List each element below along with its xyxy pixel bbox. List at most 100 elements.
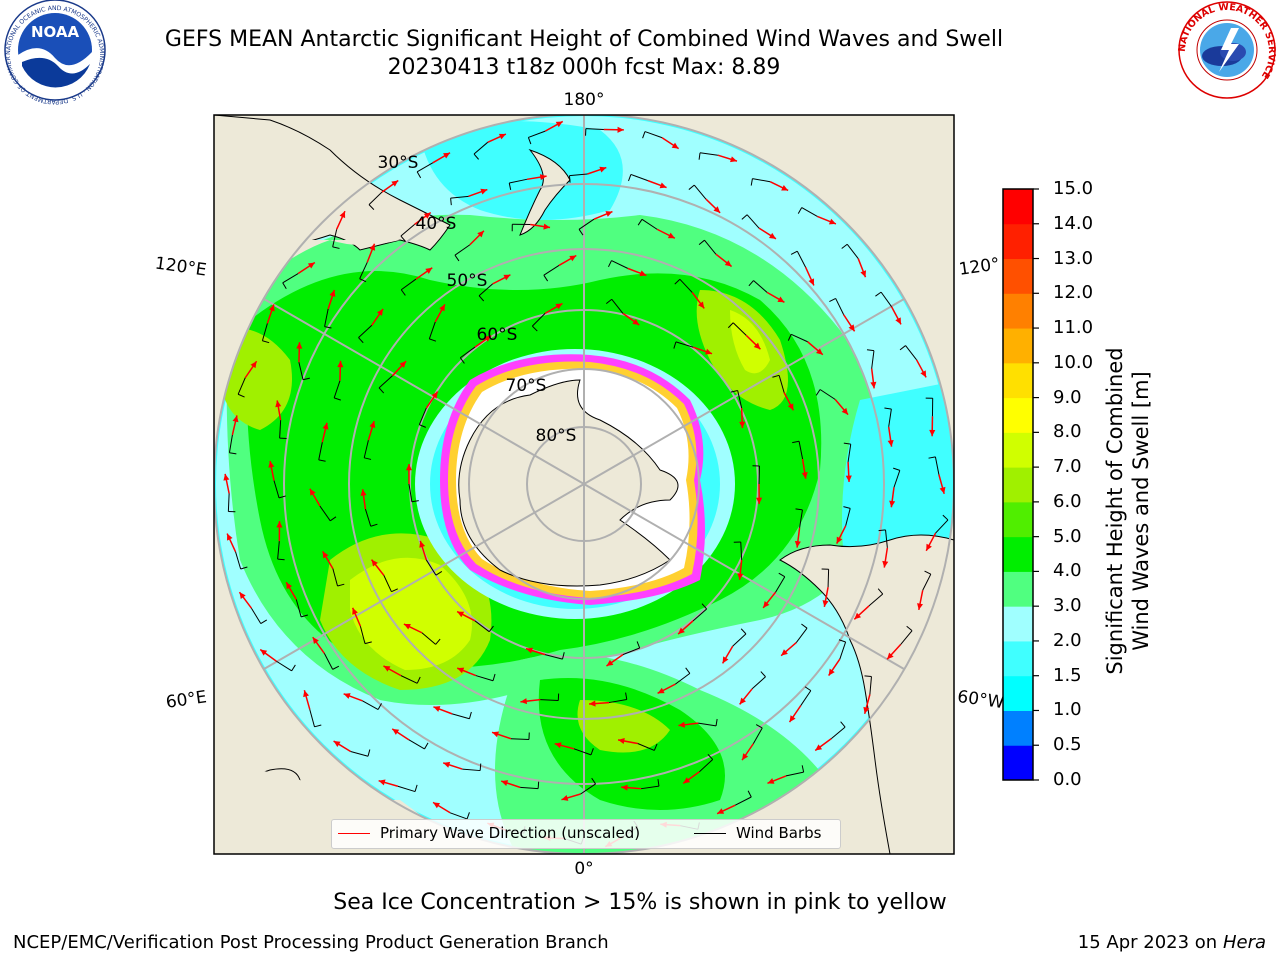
wind-barb-flag <box>625 692 628 700</box>
wave-arrow-head <box>678 627 685 635</box>
wind-barb <box>510 738 529 741</box>
wind-barb <box>846 243 859 259</box>
wind-barb-flag <box>411 500 419 503</box>
legend-item-barb: Wind Barbs <box>694 824 821 842</box>
colorbar-segment <box>1003 710 1033 746</box>
wind-barb-flag <box>698 152 701 160</box>
wind-barb <box>630 173 648 182</box>
colorbar-tick-label: 12.0 <box>1053 282 1094 304</box>
wind-barb <box>693 184 707 200</box>
wave-arrow-head <box>939 486 946 494</box>
wind-barb-flag <box>815 389 821 396</box>
wind-barb <box>298 362 304 380</box>
wind-barb <box>869 676 872 695</box>
wind-barb-flag <box>562 652 565 660</box>
wind-barb <box>737 390 743 409</box>
wind-barb-flag <box>466 812 470 820</box>
wind-barb-flag <box>772 374 780 378</box>
wind-barb <box>228 434 233 453</box>
wind-barb <box>778 375 785 393</box>
colorbar-tick-label: 3.0 <box>1053 595 1082 617</box>
wave-arrow-head <box>845 475 852 482</box>
lon-label-180: 180° <box>564 90 605 110</box>
wave-arrow-head <box>498 133 506 140</box>
wave-arrow-head <box>439 304 445 312</box>
wave-arrow-head <box>329 289 336 297</box>
wind-barb-flag <box>531 325 538 332</box>
lon-label-60e: 60°E <box>165 687 208 712</box>
wind-barb-flag <box>591 777 596 785</box>
wave-arrow-head <box>378 779 386 786</box>
wave-arrow-head <box>756 497 763 504</box>
wave-arrow-head <box>561 794 569 801</box>
wind-barb-flag <box>324 326 332 329</box>
wind-barb <box>540 699 559 702</box>
wind-barb-flag <box>804 686 812 692</box>
wave-arrow-head <box>296 342 303 349</box>
wind-barb <box>474 620 490 633</box>
wind-barb-flag <box>787 334 792 341</box>
graticule <box>214 115 954 854</box>
wave-arrow-head <box>369 421 376 429</box>
wind-barb-flag <box>730 390 738 393</box>
wind-barb-flag <box>701 603 708 610</box>
wind-barb <box>408 483 413 502</box>
colorbar-segment <box>1003 223 1033 260</box>
wind-barb <box>905 345 917 361</box>
wind-barb-flag <box>674 278 681 285</box>
wind-barb-flag <box>414 784 418 792</box>
colorbar-tick-label: 0.0 <box>1053 769 1082 790</box>
lon-label-120w: 120° <box>958 254 1001 280</box>
wind-barb <box>819 389 836 400</box>
wave-arrow-head <box>433 802 441 809</box>
wind-barb <box>309 709 315 727</box>
colorbar <box>1003 188 1039 781</box>
wind-barb-flag <box>899 345 906 351</box>
wave-arrow-head <box>739 697 746 705</box>
wave-arrow-head <box>841 407 849 415</box>
wave-arrow-head <box>724 260 732 267</box>
wave-arrow-head <box>722 656 729 664</box>
colorbar-title: Significant Height of Combined Wind Wave… <box>1102 331 1154 691</box>
wave-arrow-head <box>425 267 433 274</box>
wind-barb-flag <box>332 246 340 249</box>
wind-barb-flag <box>884 407 892 410</box>
wind-barb <box>827 569 830 588</box>
wave-arrow-head <box>392 728 400 735</box>
wave-arrow-head <box>250 361 257 369</box>
wave-arrow-head <box>399 361 407 368</box>
wind-barb <box>333 380 341 399</box>
wind-barb <box>735 796 752 806</box>
wind-barb-flag <box>605 298 613 305</box>
wind-barb-flag <box>473 153 479 160</box>
wave-arrow-head <box>929 429 936 437</box>
wind-barb-flag <box>260 619 268 624</box>
wave-arrow-head <box>781 184 789 191</box>
wave-arrow-head <box>781 649 788 656</box>
wind-barb <box>845 508 851 526</box>
wind-barb-flag <box>568 175 571 183</box>
wave-arrow-head <box>443 152 451 159</box>
wind-barb <box>454 244 471 256</box>
wind-barb <box>543 265 560 276</box>
colorbar-segment <box>1003 189 1033 225</box>
wave-arrow-head <box>863 706 870 714</box>
wind-barb <box>775 576 786 593</box>
map-legend: Primary Wave Direction (unscaled) Wind B… <box>331 819 841 849</box>
wind-barb <box>279 420 282 439</box>
wind-barb-flag <box>377 703 382 710</box>
wave-arrow-head <box>917 603 924 610</box>
wave-arrow-head <box>286 582 293 590</box>
colorbar-tick-label: 15.0 <box>1053 178 1094 199</box>
colorbar-segment <box>1003 293 1033 329</box>
wind-barb <box>475 675 494 682</box>
colorbar-segment <box>1003 745 1033 781</box>
wind-barb <box>478 283 493 297</box>
wave-arrow-head <box>717 808 725 814</box>
wind-barb-flag <box>337 583 345 587</box>
wind-barb <box>868 593 884 607</box>
wave-arrow-head <box>239 592 246 600</box>
wind-barb <box>699 152 718 156</box>
wind-barb-flag <box>429 338 437 342</box>
wind-barb-flag <box>416 171 422 179</box>
